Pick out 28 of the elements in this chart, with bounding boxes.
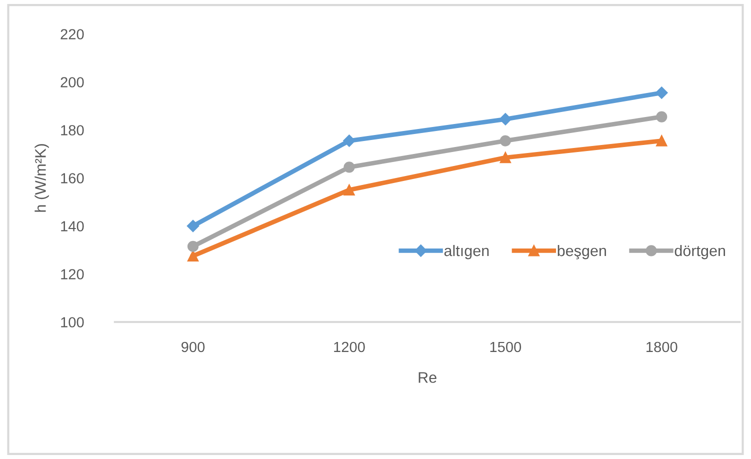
y-tick-label: 220 [60, 29, 84, 40]
y-tick-label: 120 [61, 269, 84, 280]
y-tick-label: 200 [60, 77, 84, 88]
point [656, 135, 668, 146]
y-tick-label: 180 [61, 125, 84, 136]
legend-label: altıgen [444, 244, 489, 260]
point [499, 113, 512, 126]
x-tick-label: 1500 [490, 342, 522, 352]
point [500, 152, 511, 164]
legend-label: dörtgen [674, 244, 725, 260]
x-tick-label: 1200 [334, 342, 365, 352]
x-tick-label: 900 [182, 342, 205, 352]
y-tick-label: 160 [61, 173, 84, 184]
point [344, 184, 355, 196]
point [186, 220, 200, 232]
point [656, 111, 668, 122]
y-tick-label: 100 [61, 317, 84, 328]
point [343, 134, 356, 147]
legend-label: beşgen [558, 244, 606, 260]
point [187, 250, 199, 262]
y-tick-label: 140 [61, 221, 84, 232]
point [344, 162, 355, 173]
point [500, 135, 511, 146]
x-axis-title: Re [418, 372, 436, 383]
point [656, 86, 668, 99]
y-axis-title: h (W/m²K) [34, 144, 49, 212]
x-tick-label: 1800 [646, 342, 678, 352]
point [187, 240, 199, 252]
